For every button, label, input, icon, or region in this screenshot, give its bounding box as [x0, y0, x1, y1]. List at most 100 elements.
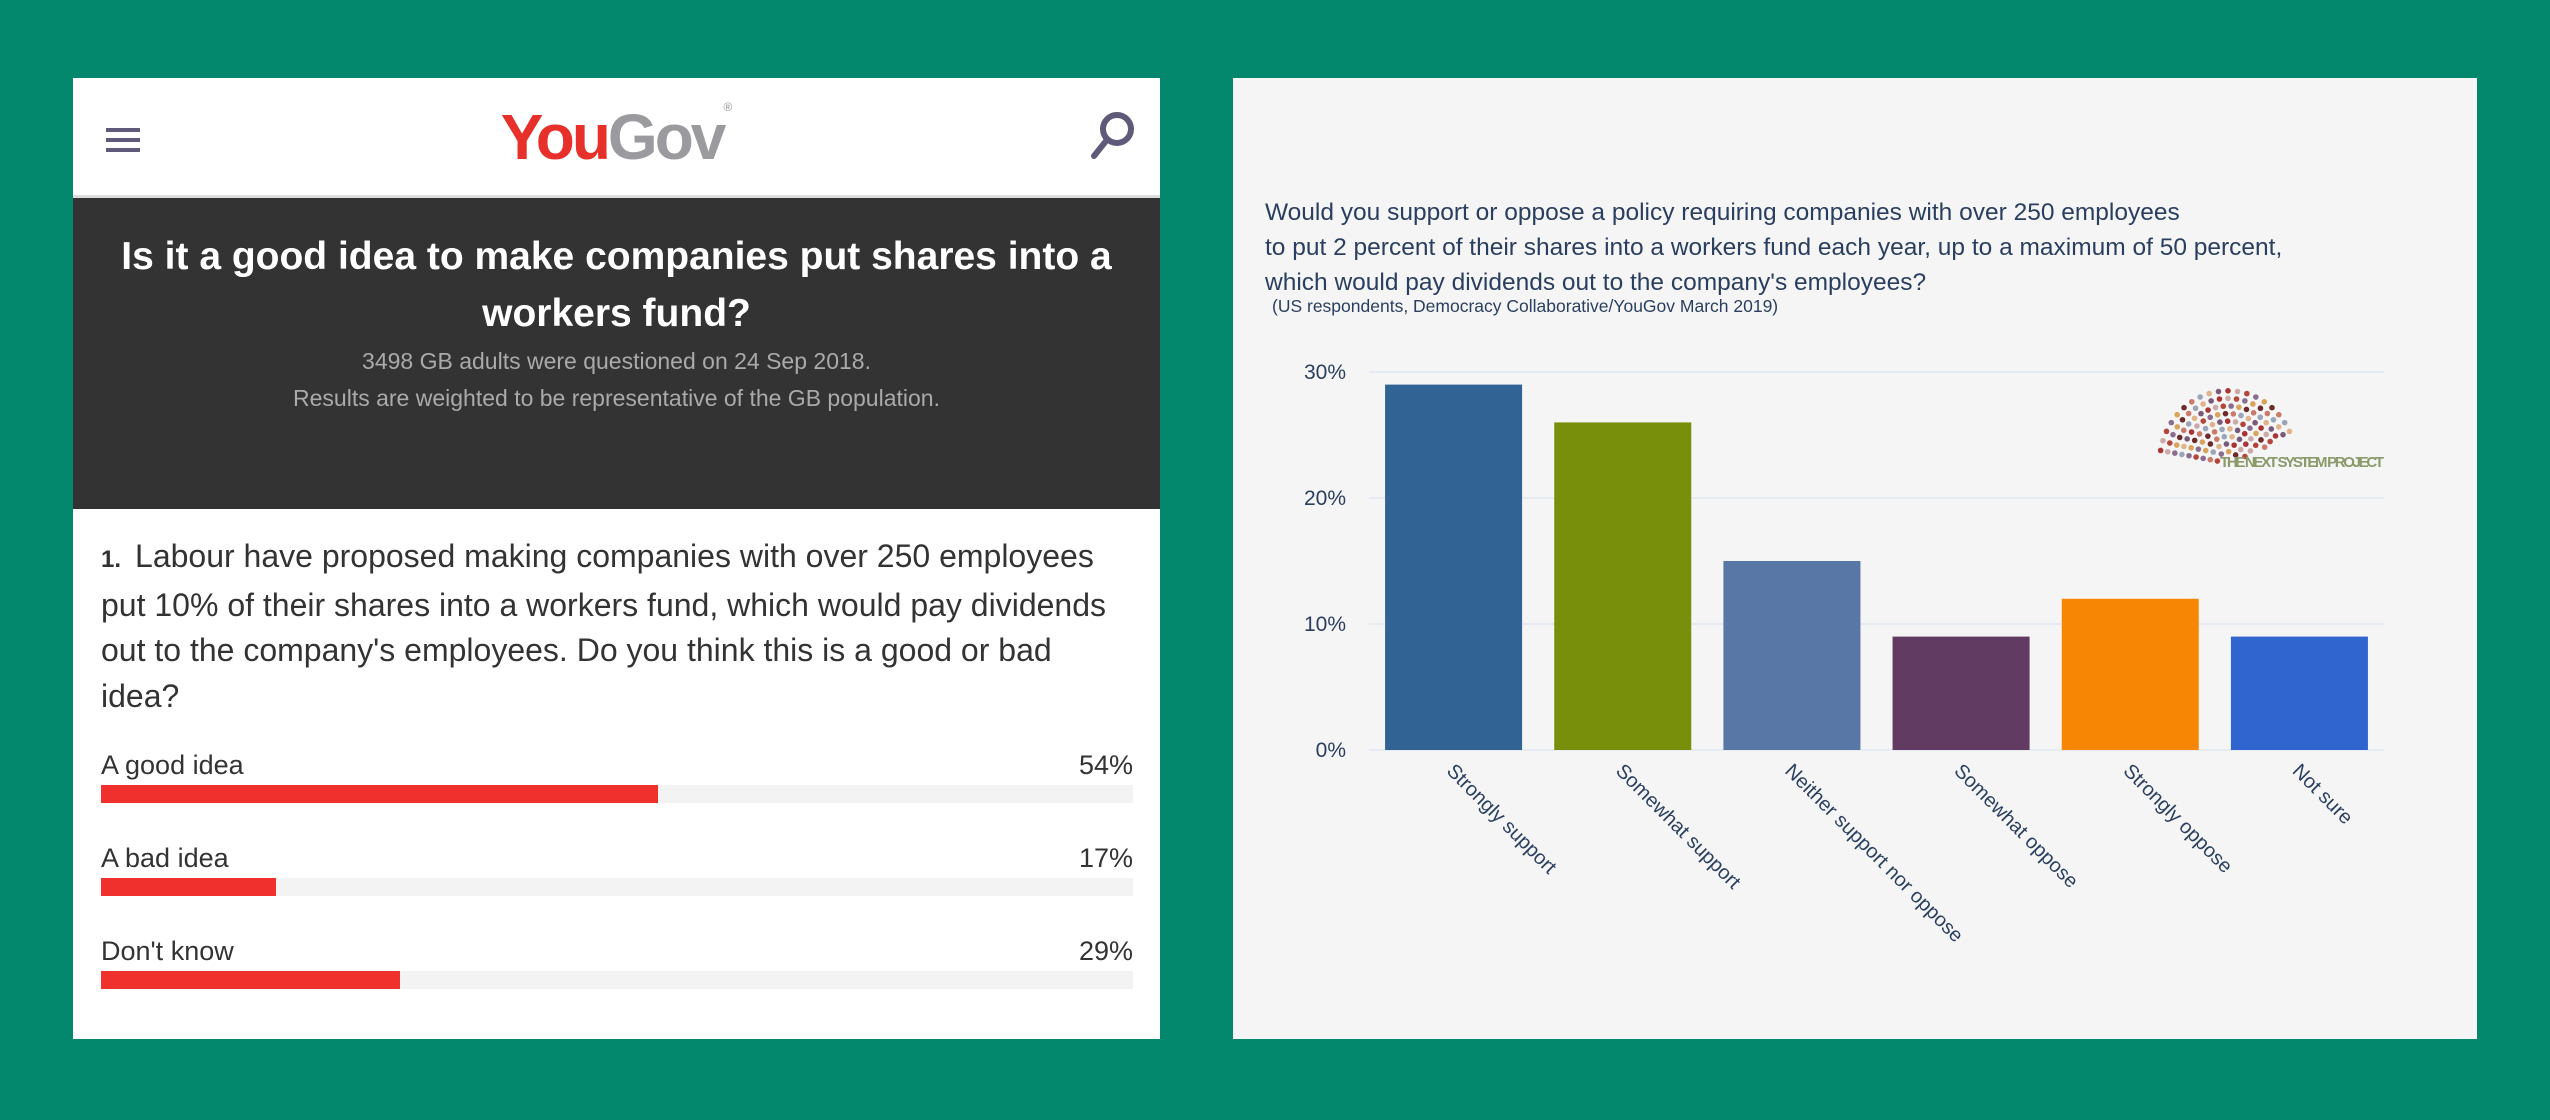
logo-dot — [2268, 426, 2275, 432]
logo-dot — [2194, 423, 2200, 429]
survey-weighting: Results are weighted to be representativ… — [293, 385, 940, 411]
x-tick-label: Somewhat support — [1611, 760, 1745, 894]
logo-dot — [2238, 412, 2244, 419]
logo-dot — [2263, 431, 2269, 438]
result-option: A good idea 54% — [101, 750, 1133, 820]
logo-dot — [2208, 398, 2214, 404]
result-option: A bad idea 17% — [101, 843, 1133, 913]
bar — [1892, 636, 2030, 750]
logo-dot — [2205, 407, 2211, 413]
x-tick-label: Not sure — [2288, 760, 2357, 829]
logo-dot — [2180, 427, 2187, 434]
logo-dot — [2247, 425, 2253, 431]
logo-dot — [2234, 388, 2241, 395]
logo-dot — [2270, 416, 2277, 423]
logo-dot — [2207, 441, 2214, 447]
logo-dot — [2214, 412, 2221, 418]
y-tick-label: 10% — [1304, 613, 1346, 636]
logo-dot — [2214, 458, 2221, 464]
logo-dot — [2211, 429, 2218, 435]
logo-dot — [2252, 442, 2259, 449]
logo-dot — [2225, 448, 2232, 455]
logo-dot — [2257, 414, 2264, 421]
logo-dot — [2221, 433, 2228, 440]
logo-dot — [2173, 442, 2180, 448]
option-label: Don't know — [101, 936, 234, 966]
logo-dot — [2188, 444, 2194, 451]
logo-dot — [2200, 455, 2206, 462]
question-text: Labour have proposed making companies wi… — [101, 538, 1106, 714]
logo-dot — [2281, 419, 2288, 426]
logo-dot — [2199, 439, 2206, 445]
logo-dot — [2258, 425, 2264, 431]
hamburger-menu-icon[interactable] — [106, 128, 140, 152]
y-tick-label: 30% — [1304, 361, 1346, 384]
option-percent: 54% — [1078, 750, 1133, 780]
logo-dot — [2245, 415, 2252, 422]
x-tick-label: Somewhat oppose — [1950, 760, 2083, 893]
result-bar — [101, 878, 277, 896]
chart-subtitle: (US respondents, Democracy Collaborative… — [1272, 296, 1779, 316]
result-bar — [101, 971, 401, 989]
search-icon[interactable] — [1088, 110, 1136, 160]
logo-dot — [2207, 414, 2214, 421]
logo-dot — [2240, 421, 2246, 428]
header: YouGov® — [73, 78, 1160, 198]
logo-dot — [2275, 424, 2282, 430]
chart-title-line: to put 2 percent of their shares into a … — [1265, 234, 2283, 261]
bar — [1554, 422, 1692, 750]
next-system-project-logo: THE NEXT SYSTEM PROJECT — [2157, 388, 2384, 471]
logo-dot — [2267, 438, 2273, 445]
logo-dot — [2225, 388, 2231, 394]
logo-dot — [2185, 421, 2192, 427]
survey-info: 3498 GB adults were questioned on 24 Sep… — [73, 343, 1160, 417]
logo-dot — [2166, 440, 2173, 446]
result-bar-track — [101, 785, 1133, 803]
option-percent: 17% — [1078, 843, 1133, 873]
logo-dot — [2224, 418, 2231, 425]
logo-dot — [2272, 433, 2279, 439]
result-bar — [101, 785, 659, 803]
logo-dot — [2216, 443, 2222, 450]
logo-dot — [2191, 437, 2198, 444]
x-tick-label: Neither support nor oppose — [1780, 760, 1967, 947]
logo-dot — [2196, 431, 2203, 437]
logo-dot — [2250, 401, 2256, 407]
result-bar-track — [101, 878, 1133, 896]
logo-dot — [2231, 442, 2237, 448]
logo-dot — [2257, 405, 2264, 412]
logo-dot — [2160, 437, 2166, 444]
logo-dot — [2216, 396, 2223, 402]
survey-sample: 3498 GB adults were questioned on 24 Sep… — [362, 348, 871, 374]
logo-dot — [2248, 436, 2254, 442]
logo-dot — [2261, 444, 2268, 450]
logo-dot — [2215, 388, 2222, 395]
option-label: A bad idea — [101, 843, 229, 873]
logo-dot — [2181, 404, 2187, 411]
logo-dot — [2236, 404, 2242, 410]
logo-dot — [2217, 419, 2223, 425]
logo-dot — [2258, 437, 2264, 443]
yougov-panel: YouGov® Is it a good idea to make compan… — [73, 78, 1160, 1039]
y-tick-label: 0% — [1316, 739, 1346, 762]
yougov-logo[interactable]: YouGov® — [73, 100, 1160, 174]
logo-dot — [2243, 406, 2250, 413]
logo-dot — [2188, 429, 2195, 435]
logo-dot — [2276, 411, 2282, 418]
logo-dot — [2280, 431, 2286, 438]
logo-gov: Gov — [607, 101, 726, 173]
logo-dot — [2192, 405, 2199, 412]
logo-dot — [2219, 426, 2225, 433]
question-number: 1. — [101, 546, 122, 573]
logo-dot — [2172, 450, 2178, 456]
logo-dot — [2252, 419, 2258, 426]
logo-dot — [2218, 451, 2225, 457]
logo-dot — [2200, 401, 2206, 407]
logo-dot — [2242, 453, 2248, 460]
logo-dot — [2250, 410, 2257, 416]
logo-dot — [2181, 443, 2187, 450]
logo-dot — [2184, 436, 2190, 442]
logo-dot — [2179, 416, 2186, 423]
logo-dot — [2206, 390, 2212, 397]
logo-dot — [2225, 395, 2231, 402]
